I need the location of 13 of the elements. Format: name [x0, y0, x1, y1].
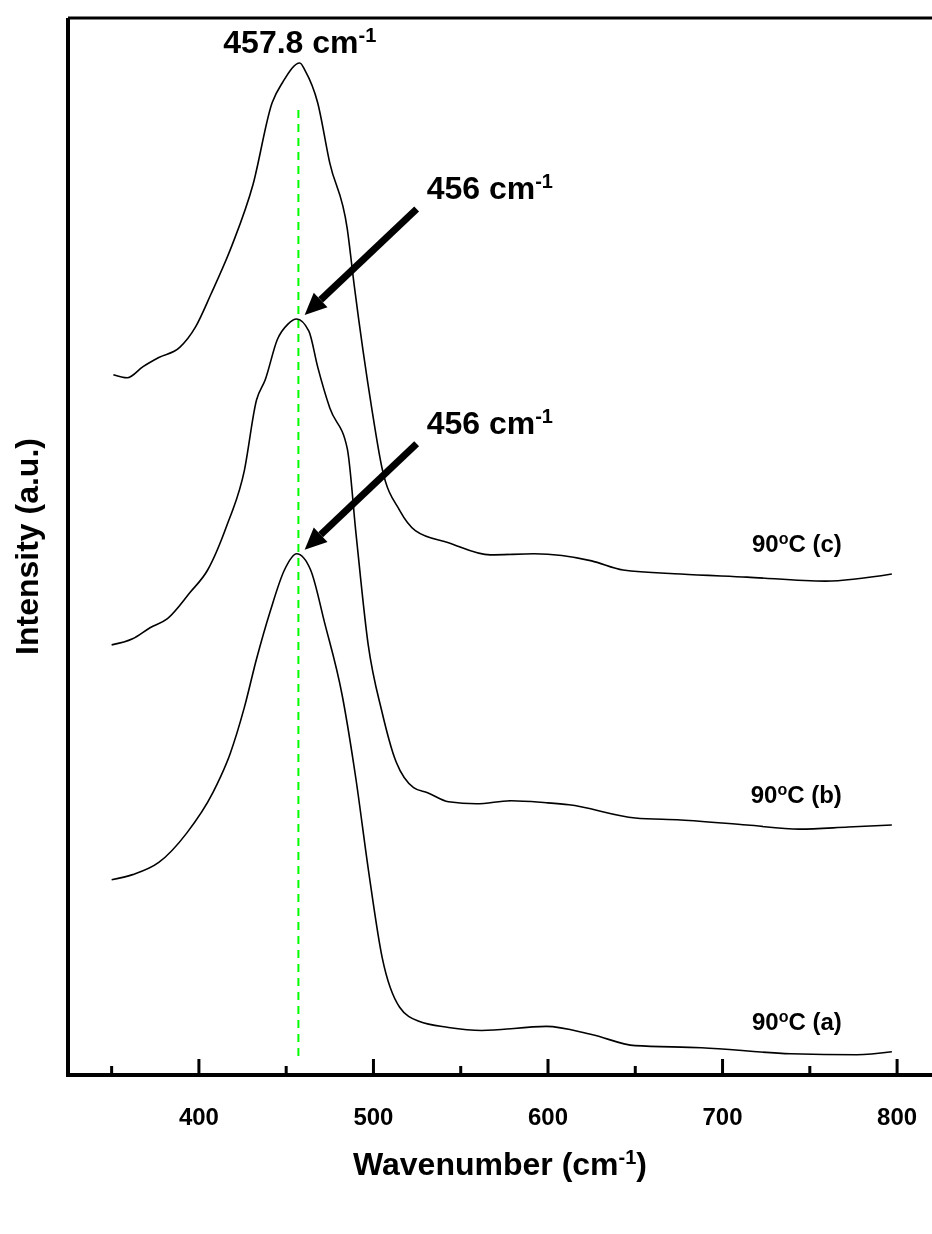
x-tick-label: 800	[877, 1103, 918, 1130]
x-tick-label: 700	[702, 1103, 743, 1130]
y-axis-title: Intensity (a.u.)	[9, 438, 45, 655]
annotation: 456 cm$^{-1}$	[426, 404, 553, 441]
x-tick-label: 600	[527, 1103, 569, 1130]
x-axis-title: Wavenumber (cm$^{-1}$)	[353, 1146, 647, 1182]
series-label: 90$^{o}$C (c)	[752, 529, 842, 558]
series-label: 90$^{o}$C (b)	[750, 780, 842, 809]
x-tick-label: 400	[178, 1103, 219, 1130]
series-label: 90$^{o}$C (a)	[752, 1007, 842, 1035]
annotation: 456 cm$^{-1}$	[426, 170, 553, 207]
text: 457.8 cm$^{-1}$	[223, 24, 377, 60]
x-tick-label: 500	[353, 1103, 394, 1130]
